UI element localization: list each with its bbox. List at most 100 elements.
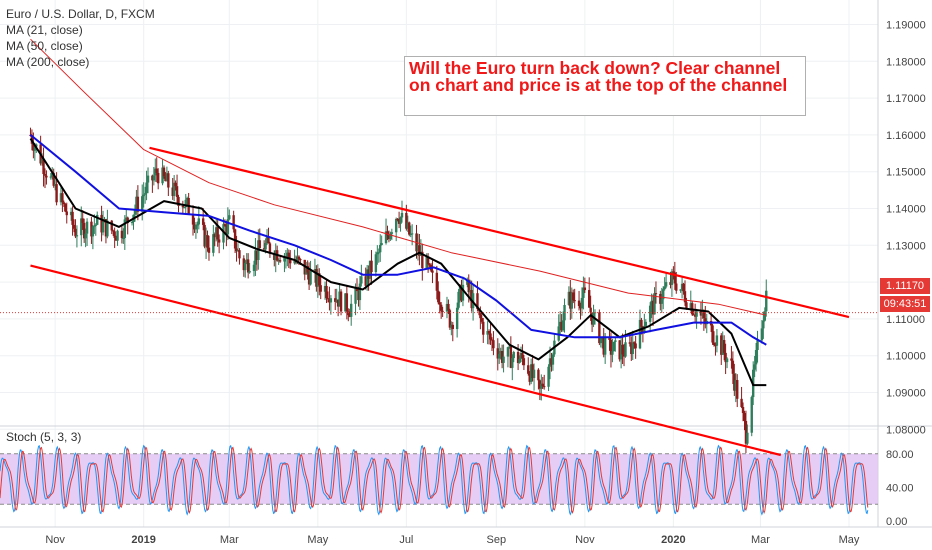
candle-body — [161, 167, 164, 184]
candle-body — [650, 300, 653, 306]
candle-body — [445, 303, 449, 312]
candle — [733, 363, 736, 396]
candle-body — [399, 217, 402, 224]
candle — [101, 210, 105, 236]
candle — [74, 219, 77, 239]
candle — [126, 216, 129, 235]
candle — [480, 314, 484, 324]
channel-upper-line[interactable] — [149, 146, 850, 319]
legend-ma200[interactable]: MA (200, close) — [6, 55, 90, 69]
candle-body — [580, 297, 584, 309]
time-tick-label: Nov — [575, 534, 595, 546]
candle-body — [152, 175, 156, 181]
candle-body — [130, 222, 134, 224]
stoch-label[interactable]: Stoch (5, 3, 3) — [6, 430, 82, 444]
candle — [541, 376, 544, 390]
candle-body — [640, 319, 643, 327]
candle — [460, 279, 463, 303]
channel-lower-line[interactable] — [30, 264, 782, 457]
candle-body — [183, 207, 186, 209]
candle — [756, 330, 759, 363]
candle-body — [197, 218, 201, 225]
stoch-k-line[interactable] — [0, 444, 869, 516]
ma50-line[interactable] — [29, 134, 767, 346]
candle — [246, 253, 250, 279]
candle-body — [100, 214, 103, 233]
candle-body — [448, 310, 452, 328]
legend-ma21[interactable]: MA (21, close) — [6, 23, 83, 37]
candle-body — [458, 285, 462, 292]
candle-body — [155, 168, 158, 173]
candle-body — [82, 222, 86, 239]
candle-body — [93, 225, 96, 227]
candle-body — [634, 343, 637, 349]
candle — [52, 168, 55, 188]
candle-body — [96, 214, 99, 225]
legend-symbol[interactable]: Euro / U.S. Dollar, D, FXCM — [6, 7, 155, 21]
candle — [701, 299, 704, 319]
candle — [511, 354, 514, 381]
candle-body — [612, 341, 616, 352]
time-axis[interactable]: Nov 2019 Mar May Jul Sep Nov 2020 Mar May — [45, 534, 859, 546]
candle-body — [583, 287, 587, 291]
candle-body — [289, 257, 292, 264]
candle-body — [217, 239, 221, 243]
candle-body — [318, 273, 321, 286]
candle — [741, 402, 745, 422]
ma200-line[interactable] — [30, 38, 767, 316]
candle-body — [721, 340, 724, 355]
candle — [323, 281, 327, 300]
candle-body — [136, 196, 140, 212]
candle-body — [175, 186, 179, 197]
candle — [175, 174, 179, 205]
candle-body — [307, 272, 311, 285]
candle-body — [662, 289, 665, 300]
candle — [540, 374, 543, 401]
candle-body — [94, 224, 97, 226]
candle-body — [193, 224, 196, 230]
candle-body — [644, 321, 648, 326]
candle — [386, 225, 389, 241]
candle-body — [480, 318, 484, 322]
candle — [619, 335, 623, 369]
candle-body — [171, 187, 174, 196]
candle-body — [141, 196, 144, 212]
candle-body — [215, 227, 218, 238]
legend-ma50[interactable]: MA (50, close) — [6, 39, 83, 53]
candle — [522, 355, 526, 371]
candle-body — [439, 304, 443, 311]
stoch-axis[interactable]: 80.00 40.00 0.00 — [886, 449, 914, 528]
candle — [499, 347, 502, 360]
candle-body — [509, 346, 513, 368]
candle-body — [114, 237, 118, 241]
candle — [509, 336, 513, 369]
candle — [81, 210, 84, 230]
stoch-tick-label: 40.00 — [886, 482, 914, 494]
candle-body — [499, 350, 502, 354]
candle — [648, 302, 652, 333]
candle — [82, 218, 86, 243]
candle-body — [84, 233, 87, 239]
candle-body — [72, 224, 76, 229]
candle — [397, 211, 401, 229]
candle-body — [409, 233, 412, 235]
candle — [489, 323, 492, 345]
ma21-line[interactable] — [29, 138, 767, 387]
candle — [400, 200, 404, 223]
stoch-d-line[interactable] — [0, 446, 869, 514]
candle-body — [609, 340, 613, 355]
price-tick-label: 1.16000 — [886, 130, 926, 142]
candle — [614, 337, 617, 352]
candle — [715, 328, 719, 353]
candle-body — [599, 337, 603, 344]
candles[interactable] — [29, 127, 768, 454]
candle — [335, 288, 338, 304]
candle-body — [582, 287, 585, 298]
annotation-text-box[interactable]: Will the Euro turn back down? Clear chan… — [404, 56, 806, 116]
candle — [75, 225, 79, 248]
candle — [204, 227, 208, 259]
candle-body — [296, 256, 299, 262]
candle — [186, 196, 189, 206]
price-axis[interactable]: 1.19000 1.18000 1.17000 1.16000 1.15000 1.140… — [886, 20, 926, 437]
